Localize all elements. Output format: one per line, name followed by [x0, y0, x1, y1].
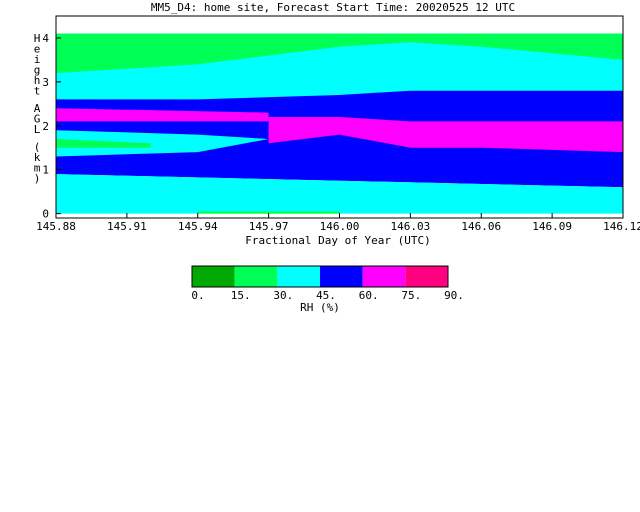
- colorbar: 0. 15. 30. 45. 60. 75. 90.: [191, 265, 464, 302]
- rh-band-4: [56, 130, 269, 157]
- colorbar-swatch: [192, 266, 235, 287]
- colorbar-tick-label: 15.: [231, 289, 251, 302]
- rh-band-1: [56, 174, 623, 214]
- colorbar-tick-label: 60.: [359, 289, 379, 302]
- colorbar-tick-label: 30.: [273, 289, 293, 302]
- y-axis: 0 1 2 3 4: [42, 32, 61, 221]
- x-tick-label: 146.09: [532, 220, 572, 233]
- y-label-char: L: [34, 123, 41, 136]
- x-tick-label: 146.12: [603, 220, 640, 233]
- y-label-char: A: [34, 102, 41, 115]
- colorbar-label: RH (%): [300, 301, 340, 314]
- y-tick-label: 1: [42, 164, 49, 177]
- x-tick-label: 145.91: [107, 220, 147, 233]
- x-tick-label: 145.97: [249, 220, 289, 233]
- x-tick-label: 146.00: [320, 220, 360, 233]
- rh-band-7: [268, 117, 623, 153]
- x-axis: 145.88 145.91 145.94 145.97 146.00 146.03 146.…: [36, 213, 640, 233]
- y-tick-label: 3: [42, 76, 49, 89]
- y-tick-label: 0: [42, 208, 49, 221]
- rh-band-6: [56, 108, 269, 122]
- x-axis-label: Fractional Day of Year (UTC): [245, 234, 430, 247]
- y-label-char: h: [34, 74, 41, 87]
- rh-band-8: [197, 211, 340, 214]
- x-tick-label: 145.94: [178, 220, 218, 233]
- y-label-char: (: [34, 141, 41, 154]
- y-label-char: i: [34, 53, 41, 66]
- y-tick-label: 2: [42, 120, 49, 133]
- y-label-char: g: [34, 64, 41, 77]
- x-tick-label: 146.03: [391, 220, 431, 233]
- colorbar-tick-label: 0.: [191, 289, 204, 302]
- rh-band-5: [56, 139, 151, 148]
- rh-band-3: [56, 33, 623, 74]
- colorbar-swatch: [320, 266, 363, 287]
- colorbar-tick-label: 90.: [444, 289, 464, 302]
- y-label-char: G: [34, 113, 41, 126]
- colorbar-swatch: [234, 266, 278, 287]
- y-label-char: e: [34, 43, 41, 56]
- colorbar-swatch: [362, 266, 406, 287]
- y-tick-label: 4: [42, 32, 49, 45]
- colorbar-tick-label: 45.: [316, 289, 336, 302]
- y-label-char: H: [34, 32, 41, 45]
- chart-title: MM5_D4: home site, Forecast Start Time: …: [151, 1, 515, 14]
- colorbar-tick-label: 75.: [401, 289, 421, 302]
- x-tick-label: 146.06: [461, 220, 501, 233]
- y-label-char: k: [34, 151, 41, 164]
- colorbar-swatch: [405, 266, 448, 287]
- colorbar-swatch: [277, 266, 320, 287]
- plot-area: [56, 33, 623, 214]
- y-label-char: t: [34, 85, 41, 98]
- y-label-char: ): [34, 172, 41, 185]
- colorbar-frame: [191, 265, 449, 288]
- y-label-char: m: [34, 162, 41, 175]
- x-tick-label: 145.88: [36, 220, 76, 233]
